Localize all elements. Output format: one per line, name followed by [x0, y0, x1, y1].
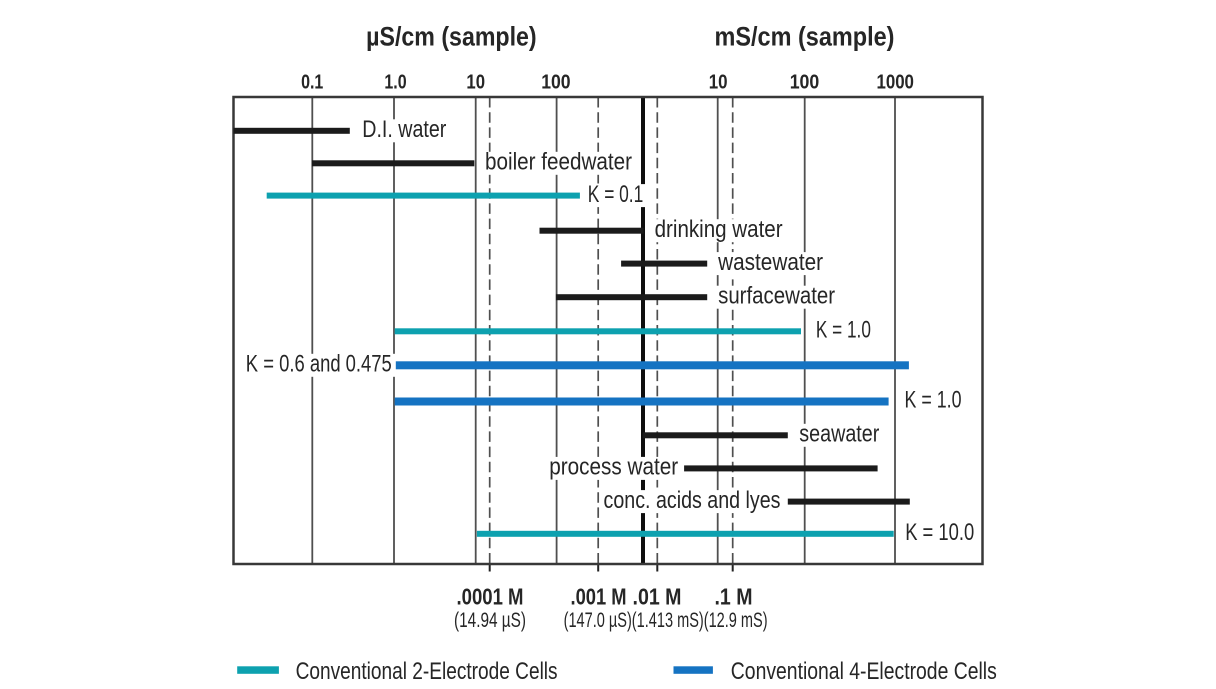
svg-text:K = 0.6 and 0.475: K = 0.6 and 0.475: [246, 351, 392, 378]
svg-text:D.I. water: D.I. water: [362, 116, 446, 143]
svg-text:mS/cm (sample): mS/cm (sample): [715, 22, 895, 52]
svg-text:K = 0.1: K = 0.1: [588, 181, 644, 208]
svg-text:Conventional 4-Electrode Cells: Conventional 4-Electrode Cells: [731, 658, 997, 684]
svg-text:1000: 1000: [876, 71, 914, 94]
svg-text:K = 10.0: K = 10.0: [905, 519, 974, 546]
svg-text:10: 10: [709, 71, 728, 94]
svg-text:1.0: 1.0: [384, 71, 406, 94]
svg-text:.1 M: .1 M: [715, 584, 753, 610]
svg-text:0.1: 0.1: [301, 71, 323, 94]
svg-text:100: 100: [541, 71, 570, 94]
svg-text:100: 100: [790, 71, 820, 94]
svg-text:wastewater: wastewater: [717, 249, 823, 276]
svg-text:K = 1.0: K = 1.0: [816, 317, 871, 344]
svg-text:.01 M: .01 M: [633, 584, 682, 610]
svg-text:.0001 M: .0001 M: [457, 584, 524, 610]
svg-text:Conventional 2-Electrode Cells: Conventional 2-Electrode Cells: [296, 658, 558, 684]
svg-text:boiler feedwater: boiler feedwater: [485, 149, 632, 176]
svg-text:.001 M: .001 M: [571, 584, 627, 610]
svg-text:µS/cm (sample): µS/cm (sample): [366, 22, 537, 52]
svg-text:drinking water: drinking water: [655, 216, 783, 243]
svg-text:10: 10: [466, 71, 485, 94]
svg-text:K = 1.0: K = 1.0: [905, 387, 962, 414]
svg-text:conc. acids and lyes: conc. acids and lyes: [604, 487, 781, 514]
svg-text:(14.94 µS): (14.94 µS): [454, 609, 526, 632]
svg-text:(147.0 µS)(1.413 mS)(12.9 mS): (147.0 µS)(1.413 mS)(12.9 mS): [564, 609, 768, 632]
svg-text:process water: process water: [549, 454, 678, 481]
svg-text:surfacewater: surfacewater: [718, 282, 835, 309]
svg-text:seawater: seawater: [799, 421, 879, 448]
